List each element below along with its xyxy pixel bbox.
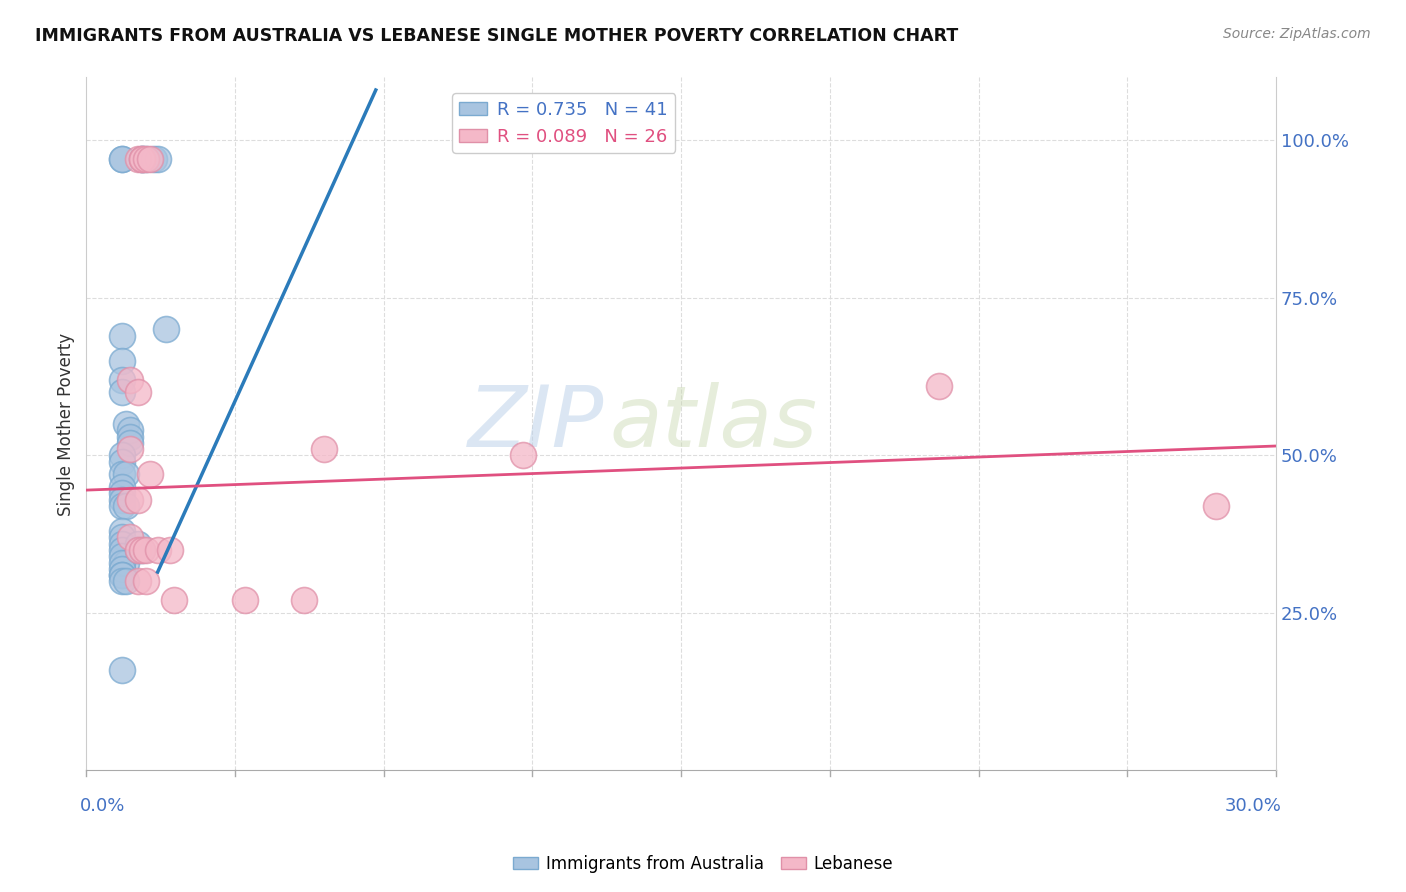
Point: [127, 543, 149, 558]
Point: [115, 467, 138, 482]
Point: [131, 543, 153, 558]
Point: [127, 543, 149, 558]
Point: [127, 574, 149, 589]
Point: [127, 153, 149, 167]
Point: [139, 153, 162, 167]
Text: IMMIGRANTS FROM AUSTRALIA VS LEBANESE SINGLE MOTHER POVERTY CORRELATION CHART: IMMIGRANTS FROM AUSTRALIA VS LEBANESE SI…: [35, 27, 959, 45]
Point: [111, 385, 134, 400]
Point: [146, 153, 169, 167]
Y-axis label: Single Mother Poverty: Single Mother Poverty: [58, 333, 75, 516]
Point: [111, 524, 134, 538]
Point: [111, 480, 134, 494]
Point: [111, 373, 134, 387]
Point: [131, 153, 153, 167]
Point: [135, 574, 157, 589]
Point: [233, 593, 256, 607]
Legend: Immigrants from Australia, Lebanese: Immigrants from Australia, Lebanese: [506, 848, 900, 880]
Point: [118, 442, 141, 457]
Point: [131, 153, 153, 167]
Point: [127, 536, 149, 550]
Point: [127, 492, 149, 507]
Point: [118, 373, 141, 387]
Point: [314, 442, 336, 457]
Point: [115, 499, 138, 513]
Point: [111, 568, 134, 582]
Text: ZIP: ZIP: [468, 383, 603, 466]
Point: [111, 663, 134, 677]
Point: [111, 499, 134, 513]
Point: [292, 593, 315, 607]
Point: [131, 153, 153, 167]
Point: [118, 435, 141, 450]
Point: [115, 417, 138, 431]
Point: [135, 543, 157, 558]
Point: [111, 153, 134, 167]
Point: [111, 536, 134, 550]
Point: [111, 455, 134, 469]
Point: [115, 556, 138, 570]
Point: [111, 328, 134, 343]
Point: [111, 562, 134, 576]
Point: [127, 385, 149, 400]
Point: [111, 449, 134, 463]
Text: 0.0%: 0.0%: [80, 797, 125, 814]
Point: [115, 574, 138, 589]
Point: [111, 486, 134, 500]
Point: [111, 556, 134, 570]
Point: [111, 492, 134, 507]
Legend: R = 0.735   N = 41, R = 0.089   N = 26: R = 0.735 N = 41, R = 0.089 N = 26: [453, 94, 675, 153]
Point: [118, 530, 141, 544]
Point: [159, 543, 181, 558]
Point: [118, 492, 141, 507]
Point: [146, 543, 169, 558]
Point: [111, 574, 134, 589]
Point: [131, 153, 153, 167]
Point: [162, 593, 184, 607]
Point: [1205, 499, 1227, 513]
Point: [135, 153, 157, 167]
Point: [118, 429, 141, 443]
Point: [111, 467, 134, 482]
Point: [111, 549, 134, 564]
Point: [135, 153, 157, 167]
Point: [111, 543, 134, 558]
Point: [111, 153, 134, 167]
Point: [111, 354, 134, 368]
Point: [155, 322, 177, 336]
Text: atlas: atlas: [610, 383, 818, 466]
Point: [139, 467, 162, 482]
Point: [111, 530, 134, 544]
Point: [118, 423, 141, 437]
Point: [142, 153, 165, 167]
Point: [928, 379, 950, 393]
Point: [131, 543, 153, 558]
Point: [512, 449, 534, 463]
Text: 30.0%: 30.0%: [1225, 797, 1282, 814]
Text: Source: ZipAtlas.com: Source: ZipAtlas.com: [1223, 27, 1371, 41]
Point: [111, 568, 134, 582]
